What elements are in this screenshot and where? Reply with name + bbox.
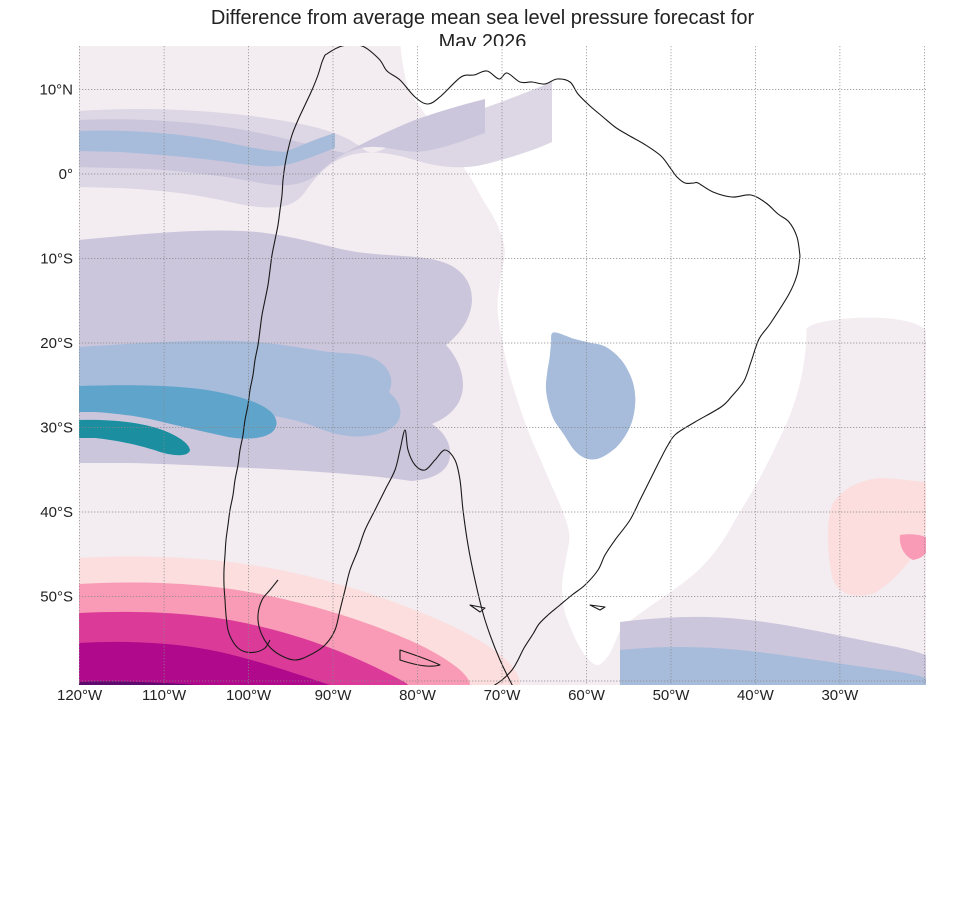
svg-text:20°S: 20°S — [40, 335, 73, 352]
svg-text:110°W: 110°W — [142, 687, 187, 704]
svg-text:30°S: 30°S — [40, 420, 73, 437]
svg-text:70°W: 70°W — [484, 687, 522, 704]
svg-text:120°W: 120°W — [57, 687, 103, 704]
svg-text:50°W: 50°W — [653, 687, 691, 704]
svg-text:50°S: 50°S — [40, 589, 73, 606]
svg-text:0°: 0° — [59, 166, 73, 183]
svg-text:40°S: 40°S — [40, 504, 73, 521]
svg-text:100°W: 100°W — [226, 687, 272, 704]
svg-text:90°W: 90°W — [315, 687, 353, 704]
svg-text:40°W: 40°W — [737, 687, 775, 704]
svg-text:10°S: 10°S — [40, 251, 73, 268]
svg-text:60°W: 60°W — [568, 687, 606, 704]
svg-text:10°N: 10°N — [39, 82, 73, 99]
svg-text:30°W: 30°W — [821, 687, 859, 704]
svg-text:80°W: 80°W — [399, 687, 437, 704]
